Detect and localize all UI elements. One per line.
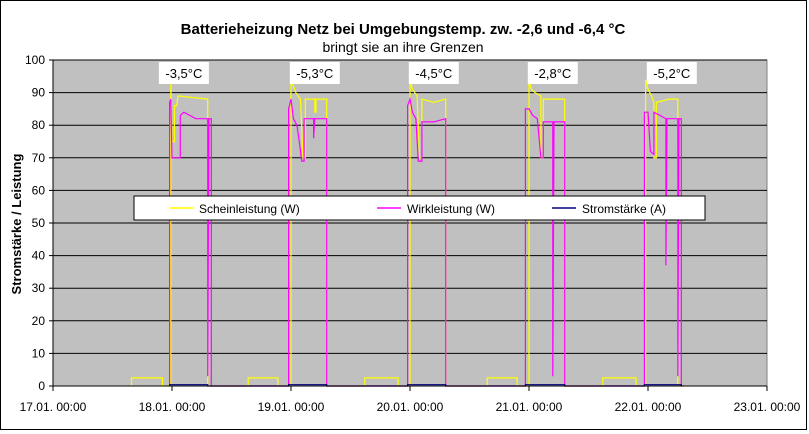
y-tick-label: 90 xyxy=(32,86,46,100)
annotation-label: -3,5°C xyxy=(165,66,202,81)
annotation-label: -5,2°C xyxy=(653,66,690,81)
annotation-label: -2,8°C xyxy=(534,66,571,81)
x-tick-label: 20.01. 00:00 xyxy=(377,400,444,414)
legend-label-1: Wirkleistung (W) xyxy=(407,202,495,216)
x-tick-label: 17.01. 00:00 xyxy=(20,400,87,414)
y-tick-label: 40 xyxy=(32,249,46,263)
x-tick-label: 22.01. 00:00 xyxy=(615,400,682,414)
y-tick-label: 80 xyxy=(32,118,46,132)
legend: Scheinleistung (W) Wirkleistung (W) Stroms… xyxy=(133,195,706,221)
series-line-1 xyxy=(169,96,684,387)
annotation-box xyxy=(527,62,578,84)
x-tick-label: 19.01. 00:00 xyxy=(258,400,325,414)
chart-subtitle: bringt sie an ihre Grenzen xyxy=(322,39,483,55)
annotation-label: -5,3°C xyxy=(296,66,333,81)
y-tick-label: 50 xyxy=(32,216,46,230)
annotation-box xyxy=(289,62,340,84)
legend-label-0: Scheinleistung (W) xyxy=(199,202,300,216)
legend-box xyxy=(133,195,706,221)
annotation-box xyxy=(408,62,459,84)
x-tick-label: 21.01. 00:00 xyxy=(496,400,563,414)
x-tick-label: 18.01. 00:00 xyxy=(139,400,206,414)
y-tick-label: 10 xyxy=(32,346,46,360)
legend-label-2: Stromstärke (A) xyxy=(582,202,666,216)
annotation-label: -4,5°C xyxy=(415,66,452,81)
y-tick-label: 20 xyxy=(32,314,46,328)
annotation-box xyxy=(646,62,697,84)
chart-title: Batterieheizung Netz bei Umgebungstemp. … xyxy=(181,21,626,38)
y-axis-label: Stromstärke / Leistung xyxy=(9,154,24,295)
y-tick-label: 60 xyxy=(32,183,46,197)
y-tick-label: 100 xyxy=(25,53,45,67)
y-tick-label: 30 xyxy=(32,281,46,295)
plot-area: 0 10 20 30 40 50 60 70 80 90 100 17.01. 00:00 18.01.… xyxy=(20,53,801,414)
y-tick-label: 70 xyxy=(32,151,46,165)
annotation-box xyxy=(158,62,209,84)
y-tick-label: 0 xyxy=(38,379,45,393)
x-tick-label: 23.01. 00:00 xyxy=(734,400,801,414)
